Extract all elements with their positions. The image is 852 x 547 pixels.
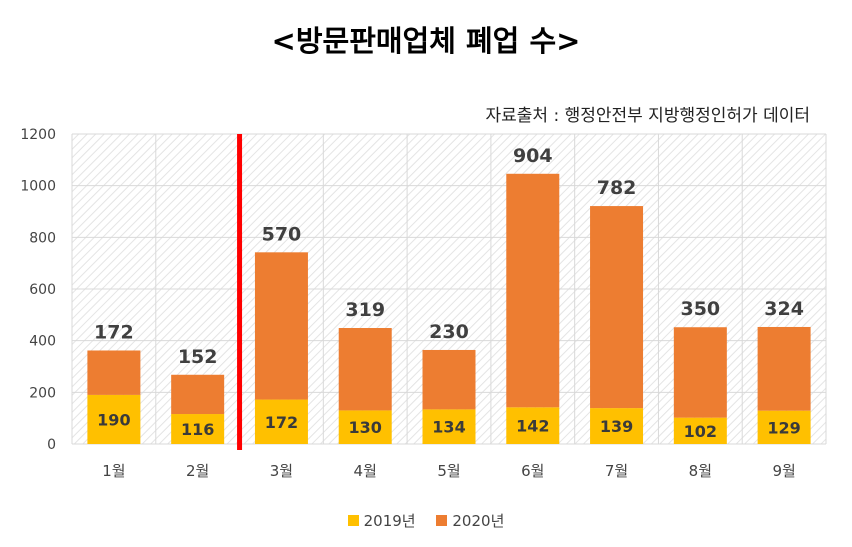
data-label-2020: 350 [680, 298, 720, 320]
source-note: 자료출처 : 행정안전부 지방행정인허가 데이터 [485, 106, 810, 126]
legend-swatch-2019 [347, 515, 359, 526]
x-tick-label: 6월 [521, 462, 544, 480]
bar-2020 [254, 252, 308, 400]
bar-2020 [506, 173, 560, 408]
bar-2020 [338, 328, 392, 411]
y-tick-label: 1200 [20, 127, 56, 143]
data-label-2019: 190 [97, 410, 130, 429]
x-tick-label: 9월 [772, 462, 795, 480]
bar-2019 [506, 407, 560, 444]
data-label-2019: 134 [432, 418, 465, 437]
data-label-2019: 139 [600, 417, 633, 436]
legend-swatch-2020 [436, 515, 448, 526]
x-tick-label: 8월 [689, 462, 712, 480]
data-label-2020: 152 [178, 346, 218, 368]
y-tick-label: 1000 [20, 179, 56, 195]
data-label-2020: 782 [597, 177, 637, 199]
data-label-2019: 142 [516, 417, 549, 436]
y-tick-label: 0 [47, 437, 56, 453]
bar-2019 [171, 414, 225, 444]
data-label-2020: 319 [345, 299, 385, 321]
x-tick-label: 2월 [186, 462, 209, 480]
legend-item-2020: 2020년 [436, 510, 504, 531]
x-tick-label: 1월 [102, 462, 125, 480]
legend-label-2020: 2020년 [452, 512, 505, 530]
bar-2019 [87, 394, 141, 444]
bar-2019 [254, 399, 308, 444]
bar-2019 [422, 409, 476, 444]
bar-2020 [673, 327, 727, 418]
legend-label-2019: 2019년 [363, 512, 416, 530]
data-label-2020: 570 [262, 223, 302, 245]
chart-title: <방문판매업체 폐업 수> [271, 24, 581, 58]
bar-2019 [590, 408, 644, 444]
y-tick-label: 200 [29, 385, 56, 401]
data-label-2019: 129 [767, 418, 800, 437]
bar-2019 [673, 417, 727, 444]
x-tick-label: 4월 [354, 462, 377, 480]
x-tick-label: 3월 [270, 462, 293, 480]
bar-2020 [171, 374, 225, 415]
y-tick-label: 600 [29, 282, 56, 298]
chart-legend: 2019년 2020년 [0, 510, 852, 531]
bar-2020 [757, 326, 811, 411]
bar-2019 [338, 410, 392, 444]
y-tick-label: 400 [29, 334, 56, 350]
data-label-2019: 172 [265, 413, 298, 432]
legend-item-2019: 2019년 [347, 510, 416, 531]
data-label-2020: 172 [94, 321, 134, 343]
data-label-2019: 130 [349, 418, 382, 437]
y-tick-label: 800 [29, 230, 56, 246]
bar-2020 [87, 350, 141, 395]
data-label-2020: 904 [513, 145, 553, 167]
x-tick-label: 5월 [437, 462, 460, 480]
x-tick-label: 7월 [605, 462, 628, 480]
bar-2020 [422, 349, 476, 410]
data-label-2019: 102 [684, 422, 717, 441]
data-label-2020: 230 [429, 321, 469, 343]
data-label-2020: 324 [764, 298, 804, 320]
data-label-2019: 116 [181, 420, 214, 439]
bar-2019 [757, 410, 811, 444]
bar-2020 [590, 206, 644, 409]
